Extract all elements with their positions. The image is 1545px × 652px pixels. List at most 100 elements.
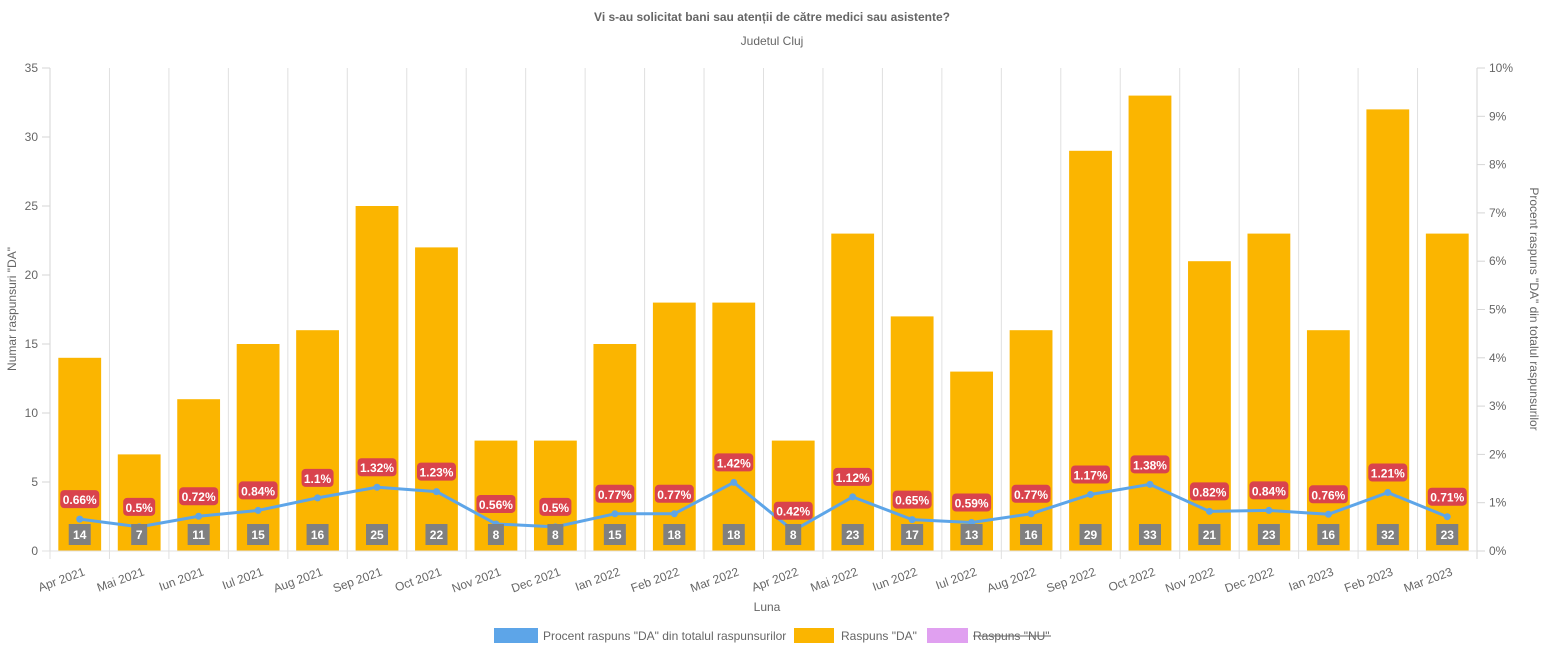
x-tick-label: Iul 2021 <box>220 565 265 593</box>
y-axis-left: 0 5 10 15 20 25 30 35 <box>25 61 51 558</box>
bar <box>415 247 458 551</box>
percent-label-box <box>1249 481 1289 500</box>
x-tick-label: Feb 2022 <box>629 565 682 596</box>
y-axis-title: Numar raspunsuri "DA" <box>5 247 19 371</box>
percent-point <box>1087 490 1095 498</box>
y2-tick-label: 4% <box>1489 351 1507 365</box>
bar <box>593 344 637 551</box>
count-label: 18 <box>727 528 741 542</box>
count-label-box <box>68 524 91 545</box>
x-tick-label: Mar 2023 <box>1402 565 1455 596</box>
percent-label-box <box>833 467 873 486</box>
y2-tick-label: 2% <box>1489 447 1507 461</box>
percent-label: 1.42% <box>717 456 751 470</box>
data-labels: 14 7 11 15 16 25 22 8 8 15 18 18 8 23 17 13 16 29 33 21 23 16… <box>60 453 1467 545</box>
percent-label-box <box>1427 487 1467 506</box>
percent-label: 0.77% <box>657 488 691 502</box>
percent-point <box>1265 506 1273 514</box>
percent-label: 0.77% <box>598 488 632 502</box>
bar <box>652 302 696 551</box>
count-label: 11 <box>192 528 205 542</box>
percent-label: 1.32% <box>360 461 394 475</box>
percent-label-box <box>238 481 278 500</box>
percent-point <box>76 515 84 523</box>
percent-label-box <box>60 490 100 509</box>
legend: Procent raspuns "DA" din totalul raspuns… <box>494 628 1051 643</box>
percent-label-box <box>892 490 932 509</box>
y-tick-label: 35 <box>25 61 39 75</box>
count-label-box <box>547 524 564 545</box>
percent-label: 0.84% <box>241 484 275 498</box>
count-label-box <box>960 524 983 545</box>
x-tick-label: Aug 2021 <box>272 565 325 596</box>
count-label: 18 <box>668 528 682 542</box>
x-tick-label: Apr 2022 <box>750 565 801 595</box>
bar <box>1366 109 1410 552</box>
percent-label: 0.71% <box>1430 491 1464 505</box>
count-label: 21 <box>1203 528 1217 542</box>
percent-label: 0.5% <box>542 501 570 515</box>
percent-point <box>1027 510 1035 518</box>
count-label-box <box>841 524 864 545</box>
percent-label: 1.17% <box>1074 468 1108 482</box>
percent-label: 1.38% <box>1133 458 1167 472</box>
count-label: 32 <box>1381 528 1395 542</box>
count-label-box <box>663 524 686 545</box>
count-label-box <box>247 524 270 545</box>
x-tick-label: Iul 2022 <box>934 565 979 593</box>
percent-label: 0.56% <box>479 498 513 512</box>
legend-label: Raspuns "DA" <box>841 629 917 643</box>
x-tick-label: Nov 2021 <box>450 565 503 596</box>
percent-point <box>1324 510 1332 518</box>
count-label-box <box>1020 524 1043 545</box>
y-tick-label: 5 <box>31 475 38 489</box>
count-label: 8 <box>552 528 559 542</box>
line-percent <box>76 478 1451 535</box>
x-tick-label: Ian 2023 <box>1287 565 1336 594</box>
x-tick-label: Mar 2022 <box>688 565 741 596</box>
percent-point <box>432 488 440 496</box>
percent-line <box>79 480 1448 533</box>
bars-da <box>58 95 1469 552</box>
count-label: 15 <box>251 528 265 542</box>
x-tick-label: Iun 2021 <box>157 565 206 594</box>
count-label: 7 <box>136 528 143 542</box>
percent-label: 1.1% <box>304 472 332 486</box>
percent-label-box <box>654 484 694 503</box>
percent-label-box <box>773 501 813 520</box>
percent-label-box <box>476 494 516 513</box>
chart-subtitle: Judetul Cluj <box>741 34 804 48</box>
percent-label: 1.21% <box>1371 467 1405 481</box>
percent-point <box>849 493 857 501</box>
count-label-box <box>1079 524 1102 545</box>
x-axis-title: Luna <box>754 600 781 614</box>
count-label-box <box>1138 524 1161 545</box>
percent-label-box <box>1011 484 1051 503</box>
x-tick-label: Dec 2022 <box>1223 565 1276 596</box>
x-tick-label: Nov 2022 <box>1163 565 1216 596</box>
percent-label: 0.82% <box>1192 485 1226 499</box>
percent-label-box <box>179 487 219 506</box>
x-axis: Apr 2021 Mai 2021 Iun 2021 Iul 2021 Aug 2021… <box>36 550 1477 596</box>
y-axis-right: 0% 1% 2% 3% 4% 5% 6% 7% 8% 9% 10% <box>1476 61 1513 559</box>
count-label: 23 <box>1262 528 1276 542</box>
percent-label-box <box>595 484 635 503</box>
y2-tick-label: 9% <box>1489 109 1507 123</box>
count-label: 23 <box>1441 528 1455 542</box>
percent-label-box <box>1308 485 1348 504</box>
x-tick-label: Apr 2021 <box>36 565 87 595</box>
y2-tick-label: 1% <box>1489 496 1507 510</box>
percent-point <box>611 510 619 518</box>
percent-point <box>670 510 678 518</box>
legend-swatch <box>494 628 538 643</box>
bar <box>1128 95 1172 551</box>
percent-label-box <box>357 458 397 477</box>
y-tick-label: 30 <box>25 130 39 144</box>
count-label: 13 <box>965 528 979 542</box>
percent-point <box>1146 480 1154 488</box>
count-label: 22 <box>430 528 444 542</box>
chart-title: Vi s-au solicitat bani sau atenții de că… <box>594 10 950 24</box>
x-tick-label: Oct 2021 <box>393 565 444 595</box>
percent-label-box <box>1071 465 1111 484</box>
